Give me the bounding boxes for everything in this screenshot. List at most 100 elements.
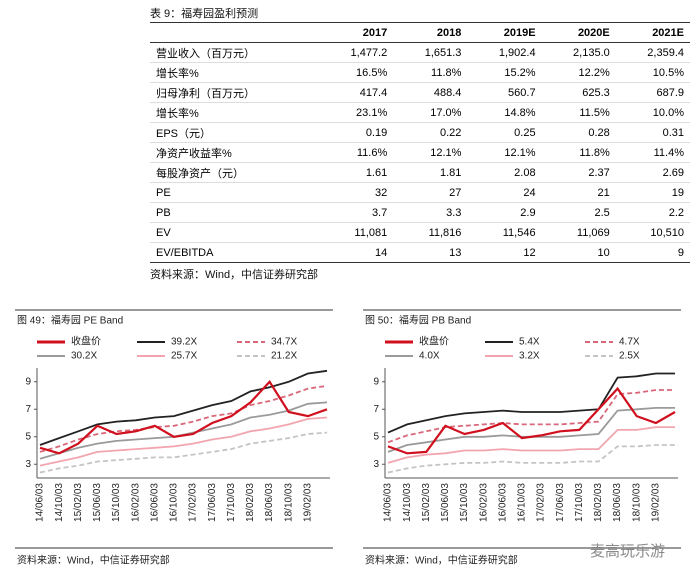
column-header: 2018 [393, 22, 468, 43]
x-tick-label: 14/10/03 [54, 483, 65, 522]
series-line [387, 426, 675, 464]
row-label: EPS（元） [150, 122, 320, 143]
series-line [39, 369, 328, 446]
table-cell: 12.1% [467, 142, 542, 163]
legend-label: 收盘价 [71, 335, 101, 348]
table-cell: 9 [615, 242, 690, 263]
x-tick-label: 17/06/03 [555, 483, 566, 522]
x-tick-label: 15/06/03 [92, 483, 103, 522]
series-line [387, 444, 675, 474]
table-cell: 11.5% [541, 102, 616, 123]
table-cell: 10.5% [615, 62, 690, 83]
table-cell: 11.4% [615, 142, 690, 163]
table-row: 归母净利（百万元） 417.4 488.4 560.7 625.3 687.9 [150, 82, 690, 103]
table-cell: 2.37 [541, 162, 616, 183]
table-cell: 1,651.3 [393, 42, 468, 63]
x-tick-label: 18/06/03 [612, 483, 623, 522]
table-cell: 27 [393, 182, 468, 203]
table-cell: 11,816 [393, 222, 468, 243]
legend-label: 4.0X [419, 351, 440, 362]
table-row: EV 11,081 11,816 11,546 11,069 10,510 [150, 222, 690, 243]
table-cell: 11.8% [393, 62, 468, 83]
column-header: 2020E [541, 22, 616, 43]
table-cell: 2.9 [467, 202, 542, 223]
table-cell: 0.19 [319, 122, 394, 143]
table-cell: 12.2% [541, 62, 616, 83]
table-cell: 17.0% [393, 102, 468, 123]
x-tick-label: 18/02/03 [245, 483, 256, 522]
corner-cell [150, 22, 320, 43]
legend-label: 34.7X [271, 337, 297, 348]
table-title: 表 9：福寿园盈利预测 [150, 8, 259, 20]
series-line [387, 386, 676, 455]
table-cell: 2,135.0 [541, 42, 616, 63]
table-cell: 24 [467, 182, 542, 203]
x-tick-label: 14/06/03 [383, 483, 394, 522]
row-label: PE [150, 182, 320, 203]
row-label: EV/EBITDA [150, 242, 320, 263]
y-tick-label: 9 [373, 376, 379, 387]
table-cell: 625.3 [541, 82, 616, 103]
table-cell: 2.5 [541, 202, 616, 223]
x-tick-label: 16/10/03 [517, 483, 528, 522]
table-row: PB 3.7 3.3 2.9 2.5 2.2 [150, 202, 690, 223]
row-label: PB [150, 202, 320, 223]
table-cell: 0.22 [393, 122, 468, 143]
table-cell: 560.7 [467, 82, 542, 103]
table-cell: 11,081 [319, 222, 394, 243]
table-cell: 0.25 [467, 122, 542, 143]
x-tick-label: 17/02/03 [536, 483, 547, 522]
y-tick-label: 7 [373, 404, 379, 415]
table-cell: 1,477.2 [319, 42, 394, 63]
table-cell: 2.2 [615, 202, 690, 223]
series-line [39, 416, 328, 467]
x-tick-label: 16/06/03 [149, 483, 160, 522]
table-row: 营业收入（百万元） 1,477.2 1,651.3 1,902.4 2,135.0 2,3… [150, 42, 690, 63]
table-cell: 1.81 [393, 162, 468, 183]
table-row: 2017 2018 2019E 2020E 2021E [150, 22, 690, 43]
forecast-table: 2017 2018 2019E 2020E 2021E 营业收入（百万元） 1,477.2 1… [150, 22, 690, 263]
table-cell: 21 [541, 182, 616, 203]
legend-label: 39.2X [171, 337, 197, 348]
table-row: PE 32 27 24 21 19 [150, 182, 690, 203]
table-cell: 16.5% [319, 62, 394, 83]
chart-source: 资料来源：Wind，中信证券研究部 [17, 554, 170, 567]
column-header: 2021E [615, 22, 690, 43]
row-label: 净资产收益率% [150, 142, 320, 163]
legend-label: 3.2X [519, 351, 540, 362]
table-row: EPS（元） 0.19 0.22 0.25 0.28 0.31 [150, 122, 690, 143]
legend-label: 25.7X [171, 351, 197, 362]
table-cell: 687.9 [615, 82, 690, 103]
x-tick-label: 15/02/03 [73, 483, 84, 522]
x-tick-label: 15/06/03 [440, 483, 451, 522]
series-line [387, 372, 675, 434]
x-tick-label: 14/06/03 [35, 483, 46, 522]
legend-label: 21.2X [271, 351, 297, 362]
legend-label: 2.5X [619, 351, 640, 362]
x-tick-label: 16/02/03 [478, 483, 489, 522]
row-label: EV [150, 222, 320, 243]
x-tick-label: 18/10/03 [631, 483, 642, 522]
row-label: 每股净资产（元） [150, 162, 320, 183]
table-cell: 32 [319, 182, 394, 203]
series-line [39, 431, 328, 474]
x-tick-label: 17/10/03 [574, 483, 585, 522]
x-tick-label: 19/02/03 [303, 483, 314, 522]
x-tick-label: 17/02/03 [188, 483, 199, 522]
table-cell: 10,510 [615, 222, 690, 243]
table-cell: 11.8% [541, 142, 616, 163]
x-tick-label: 16/06/03 [497, 483, 508, 522]
table-cell: 19 [615, 182, 690, 203]
x-tick-label: 16/02/03 [130, 483, 141, 522]
chart-title: 图 50：福寿园 PB Band [365, 314, 471, 327]
column-header: 2019E [467, 22, 542, 43]
table-cell: 12.1% [393, 142, 468, 163]
table-cell: 10.0% [615, 102, 690, 123]
table-cell: 0.31 [615, 122, 690, 143]
x-tick-label: 15/10/03 [459, 483, 470, 522]
table-row: 每股净资产（元） 1.61 1.81 2.08 2.37 2.69 [150, 162, 690, 183]
x-tick-label: 18/02/03 [593, 483, 604, 522]
legend-label: 收盘价 [419, 335, 449, 348]
